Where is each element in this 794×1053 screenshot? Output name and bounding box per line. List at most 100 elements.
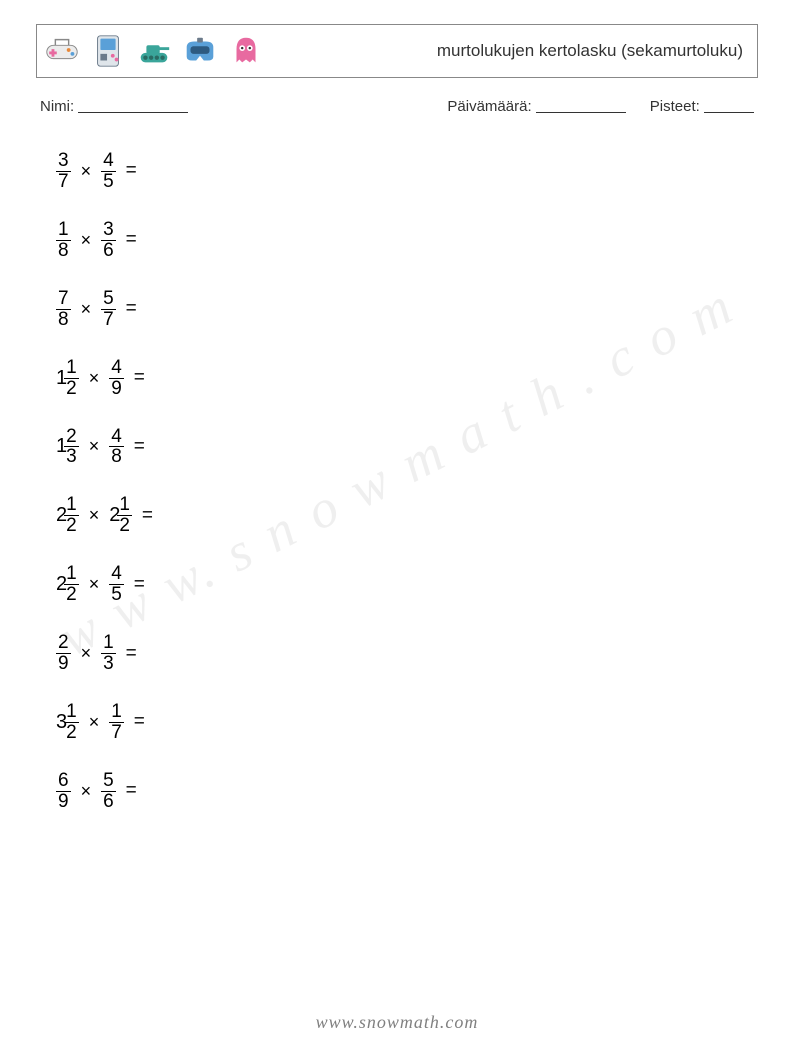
multiply-operator: ×	[87, 574, 102, 595]
denominator: 2	[117, 515, 132, 536]
denominator: 2	[64, 378, 79, 399]
multiply-operator: ×	[79, 299, 94, 320]
fraction-part: 12	[64, 358, 79, 399]
numerator: 7	[56, 289, 71, 309]
multiply-operator: ×	[87, 505, 102, 526]
problem-row: 212×212=	[56, 495, 758, 536]
fraction: 17	[109, 702, 124, 743]
numerator: 4	[109, 564, 124, 584]
numerator: 1	[117, 495, 132, 515]
worksheet-title: murtolukujen kertolasku (sekamurtoluku)	[437, 41, 743, 61]
numerator: 3	[56, 151, 71, 171]
multiply-operator: ×	[79, 781, 94, 802]
fraction: 48	[109, 427, 124, 468]
fraction-part: 69	[56, 771, 71, 812]
problem-row: 312×17=	[56, 702, 758, 743]
denominator: 2	[64, 515, 79, 536]
mixed-number: 212	[56, 564, 79, 605]
denominator: 6	[101, 791, 116, 812]
score-blank[interactable]	[704, 98, 754, 113]
denominator: 8	[56, 309, 71, 330]
problems-list: 37×45=18×36=78×57=112×49=123×48=212×212=…	[36, 143, 758, 812]
numerator: 4	[109, 358, 124, 378]
equals-sign: =	[132, 574, 145, 596]
numerator: 1	[109, 702, 124, 722]
denominator: 6	[101, 240, 116, 261]
info-row: Nimi: Päivämäärä: Pisteet:	[36, 96, 758, 115]
fraction-part: 12	[117, 495, 132, 536]
fraction: 13	[101, 633, 116, 674]
fraction: 49	[109, 358, 124, 399]
multiply-operator: ×	[79, 643, 94, 664]
fraction: 45	[109, 564, 124, 605]
ghost-icon	[227, 32, 265, 70]
numerator: 1	[64, 702, 79, 722]
equals-sign: =	[132, 436, 145, 458]
equals-sign: =	[132, 711, 145, 733]
score-label: Pisteet:	[650, 98, 700, 115]
denominator: 7	[101, 309, 116, 330]
fraction: 18	[56, 220, 71, 261]
numerator: 6	[56, 771, 71, 791]
denominator: 3	[64, 446, 79, 467]
multiply-operator: ×	[87, 368, 102, 389]
fraction: 45	[101, 151, 116, 192]
tank-icon	[135, 32, 173, 70]
problem-row: 18 × 36 =	[56, 220, 758, 261]
fraction-part: 23	[64, 427, 79, 468]
multiply-operator: ×	[79, 161, 94, 182]
header-box: murtolukujen kertolasku (sekamurtoluku)	[36, 24, 758, 78]
fraction-part: 12	[64, 495, 79, 536]
footer-url: www.snowmath.com	[0, 1012, 794, 1033]
denominator: 7	[109, 722, 124, 743]
fraction: 36	[101, 220, 116, 261]
problem-row: 212 × 45 =	[56, 564, 758, 605]
fraction: 37	[56, 151, 71, 192]
vr-headset-icon	[181, 32, 219, 70]
numerator: 2	[64, 427, 79, 447]
numerator: 1	[64, 358, 79, 378]
problem-row: 37×45=	[56, 151, 758, 192]
numerator: 5	[101, 771, 116, 791]
denominator: 2	[64, 584, 79, 605]
handheld-icon	[89, 32, 127, 70]
numerator: 1	[64, 564, 79, 584]
name-label: Nimi:	[40, 98, 74, 115]
mixed-number: 312	[56, 702, 79, 743]
denominator: 2	[64, 722, 79, 743]
fraction: 56	[101, 771, 116, 812]
mixed-number: 112	[56, 358, 79, 399]
denominator: 9	[109, 378, 124, 399]
fraction-part: 17	[109, 702, 124, 743]
denominator: 9	[56, 791, 71, 812]
mixed-number: 212	[109, 495, 132, 536]
problem-row: 112×49=	[56, 358, 758, 399]
fraction-part: 56	[101, 771, 116, 812]
date-label: Päivämäärä:	[447, 98, 531, 115]
score-field: Pisteet:	[650, 96, 754, 115]
numerator: 1	[64, 495, 79, 515]
fraction-part: 18	[56, 220, 71, 261]
denominator: 8	[109, 446, 124, 467]
date-blank[interactable]	[536, 98, 626, 113]
problem-row: 29×13=	[56, 633, 758, 674]
mixed-number: 212	[56, 495, 79, 536]
numerator: 4	[109, 427, 124, 447]
header-icons	[43, 32, 265, 70]
equals-sign: =	[124, 229, 137, 251]
fraction-part: 48	[109, 427, 124, 468]
numerator: 1	[56, 220, 71, 240]
problem-row: 123×48=	[56, 427, 758, 468]
fraction-part: 12	[64, 564, 79, 605]
denominator: 3	[101, 653, 116, 674]
fraction: 78	[56, 289, 71, 330]
fraction: 57	[101, 289, 116, 330]
fraction-part: 13	[101, 633, 116, 674]
multiply-operator: ×	[87, 436, 102, 457]
multiply-operator: ×	[79, 230, 94, 251]
fraction-part: 12	[64, 702, 79, 743]
fraction-part: 29	[56, 633, 71, 674]
numerator: 2	[56, 633, 71, 653]
numerator: 1	[101, 633, 116, 653]
name-blank[interactable]	[78, 98, 188, 113]
